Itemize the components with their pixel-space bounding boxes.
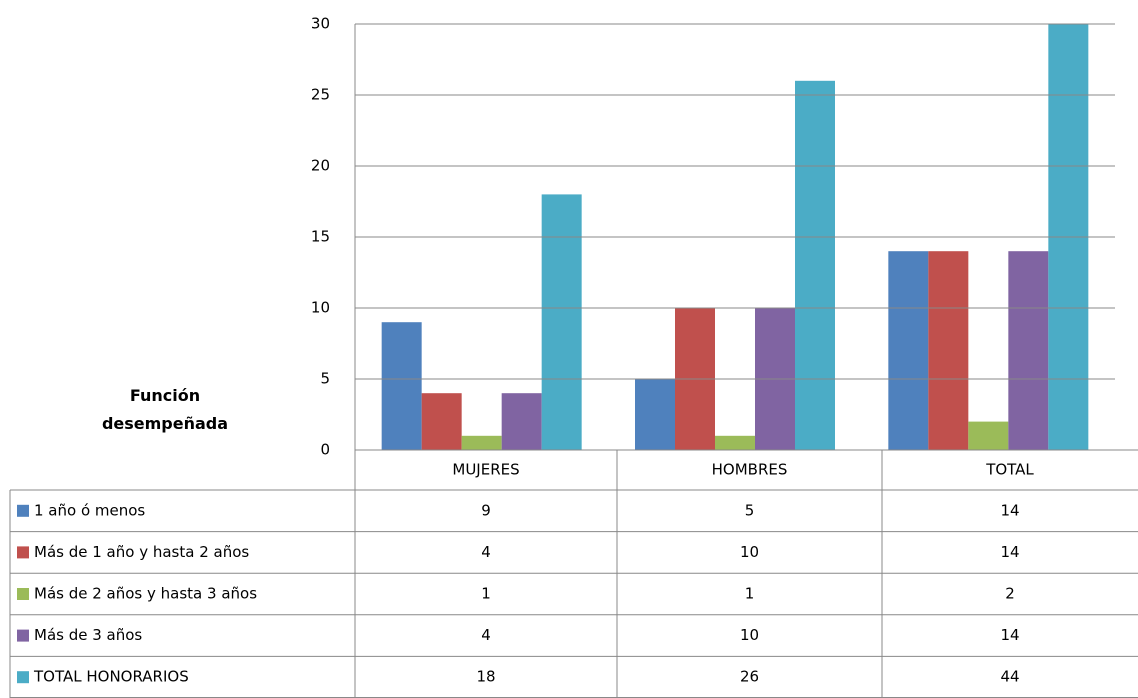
table-cell: 14 [1000, 626, 1019, 644]
table-corner-label: Función desempeñada [101, 386, 229, 433]
table-cell: 4 [481, 543, 491, 561]
table-cell: 14 [1000, 501, 1019, 519]
bar [421, 393, 462, 450]
legend-swatch [17, 504, 29, 517]
y-tick-label: 5 [320, 370, 330, 388]
y-tick-label: 15 [311, 228, 330, 246]
y-tick-label: 20 [311, 157, 330, 175]
y-tick-label: 30 [311, 15, 330, 33]
table-cell: 9 [481, 501, 491, 519]
bar [715, 435, 755, 450]
table-cell: 26 [740, 668, 759, 686]
bar [968, 421, 1009, 450]
bar [381, 322, 422, 450]
legend-label: Más de 2 años y hasta 3 años [34, 585, 257, 603]
bar [635, 379, 675, 450]
legend-swatch [17, 546, 29, 559]
table-cell: 44 [1000, 668, 1019, 686]
legend-swatch [17, 671, 29, 684]
legend-swatch [17, 629, 29, 642]
bar [541, 194, 582, 450]
table-column-header: HOMBRES [712, 461, 788, 479]
table-cell: 10 [740, 626, 759, 644]
table-cell: 5 [745, 501, 755, 519]
table-column-header: MUJERES [452, 461, 519, 479]
legend-label: TOTAL HONORARIOS [33, 668, 189, 686]
legend-label: Más de 3 años [34, 626, 142, 644]
bar [928, 251, 969, 450]
bar [795, 80, 835, 450]
bar [888, 251, 929, 450]
y-tick-label: 10 [311, 299, 330, 317]
bar [501, 393, 542, 450]
bar [1008, 251, 1049, 450]
plot-area [381, 24, 1089, 450]
legend-label: 1 año ó menos [34, 501, 145, 519]
y-tick-label: 25 [311, 86, 330, 104]
table-cell: 2 [1005, 585, 1015, 603]
y-tick-label: 0 [320, 441, 330, 459]
table-cell: 1 [481, 585, 491, 603]
table-column-header: TOTAL [985, 461, 1034, 479]
table-cell: 1 [745, 585, 755, 603]
bar [1048, 24, 1089, 450]
table-cell: 10 [740, 543, 759, 561]
table-cell: 18 [476, 668, 495, 686]
legend-label: Más de 1 año y hasta 2 años [34, 543, 249, 561]
bar [461, 435, 502, 450]
legend-swatch [17, 588, 29, 600]
table-cell: 14 [1000, 543, 1019, 561]
table-cell: 4 [481, 626, 491, 644]
